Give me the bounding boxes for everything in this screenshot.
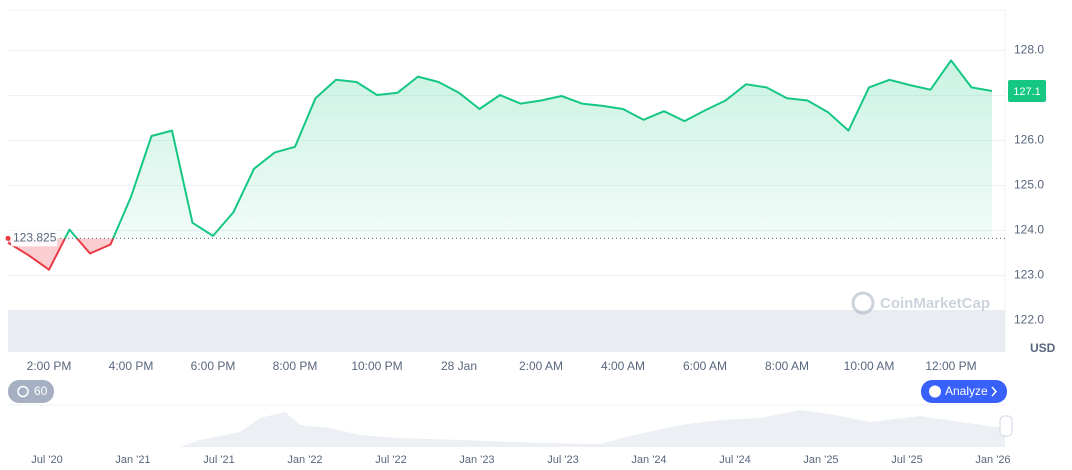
navigator-label: Jan '22 xyxy=(287,454,322,466)
analyze-button[interactable] xyxy=(921,380,1007,403)
interval-button[interactable] xyxy=(8,380,54,403)
navigator-label: Jan '26 xyxy=(975,454,1010,466)
y-tick-label: 122.0 xyxy=(1014,313,1044,327)
baseline-label: 123.825 xyxy=(13,231,57,245)
clock-icon xyxy=(17,385,29,398)
y-tick-label: 123.0 xyxy=(1014,268,1044,282)
price-tag xyxy=(1008,80,1046,102)
y-tick-label: 125.0 xyxy=(1014,178,1044,192)
x-tick-label: 2:00 AM xyxy=(519,359,563,373)
navigator-handle[interactable] xyxy=(999,415,1013,437)
price-tag-label: 127.1 xyxy=(1013,86,1041,98)
navigator-label: Jul '22 xyxy=(375,454,406,466)
navigator-label: Jan '25 xyxy=(803,454,838,466)
watermark-logo xyxy=(851,291,875,315)
navigator-label: Jan '21 xyxy=(115,454,150,466)
x-tick-label: 10:00 AM xyxy=(844,359,895,373)
price-area xyxy=(8,60,992,270)
interval-label[interactable]: 60 xyxy=(34,384,48,398)
x-tick-label: 8:00 AM xyxy=(765,359,809,373)
x-tick-label: 4:00 PM xyxy=(109,359,154,373)
analyze-icon xyxy=(929,385,941,398)
baseline-label-bg xyxy=(11,230,57,247)
baseline-dot xyxy=(5,235,11,241)
navigator-label: Jul '21 xyxy=(203,454,234,466)
y-tick-label: 126.0 xyxy=(1014,133,1044,147)
x-tick-label: 4:00 AM xyxy=(601,359,645,373)
navigator-label: Jul '23 xyxy=(547,454,578,466)
x-tick-label: 2:00 PM xyxy=(27,359,72,373)
analyze-chevron xyxy=(991,386,998,397)
x-tick-label: 6:00 AM xyxy=(683,359,727,373)
x-tick-label: 28 Jan xyxy=(441,359,477,373)
navigator-label: Jan '23 xyxy=(459,454,494,466)
navigator-label: Jul '20 xyxy=(31,454,62,466)
x-tick-label: 8:00 PM xyxy=(273,359,318,373)
navigator-overview xyxy=(8,410,1005,447)
volume-band xyxy=(8,310,1005,352)
currency-label: USD xyxy=(1030,341,1056,355)
x-tick-label: 10:00 PM xyxy=(351,359,402,373)
navigator-label: Jan '24 xyxy=(631,454,666,466)
y-tick-label: 124.0 xyxy=(1014,223,1044,237)
watermark: CoinMarketCap xyxy=(851,291,990,315)
navigator-label: Jul '25 xyxy=(891,454,922,466)
navigator-label: Jul '24 xyxy=(719,454,750,466)
volume-area xyxy=(8,310,1005,352)
price-line xyxy=(7,59,993,271)
watermark-text: CoinMarketCap xyxy=(880,295,990,312)
x-tick-label: 12:00 PM xyxy=(925,359,976,373)
analyze-label[interactable]: Analyze xyxy=(945,384,988,398)
y-tick-label: 128.0 xyxy=(1014,43,1044,57)
x-tick-label: 6:00 PM xyxy=(191,359,236,373)
